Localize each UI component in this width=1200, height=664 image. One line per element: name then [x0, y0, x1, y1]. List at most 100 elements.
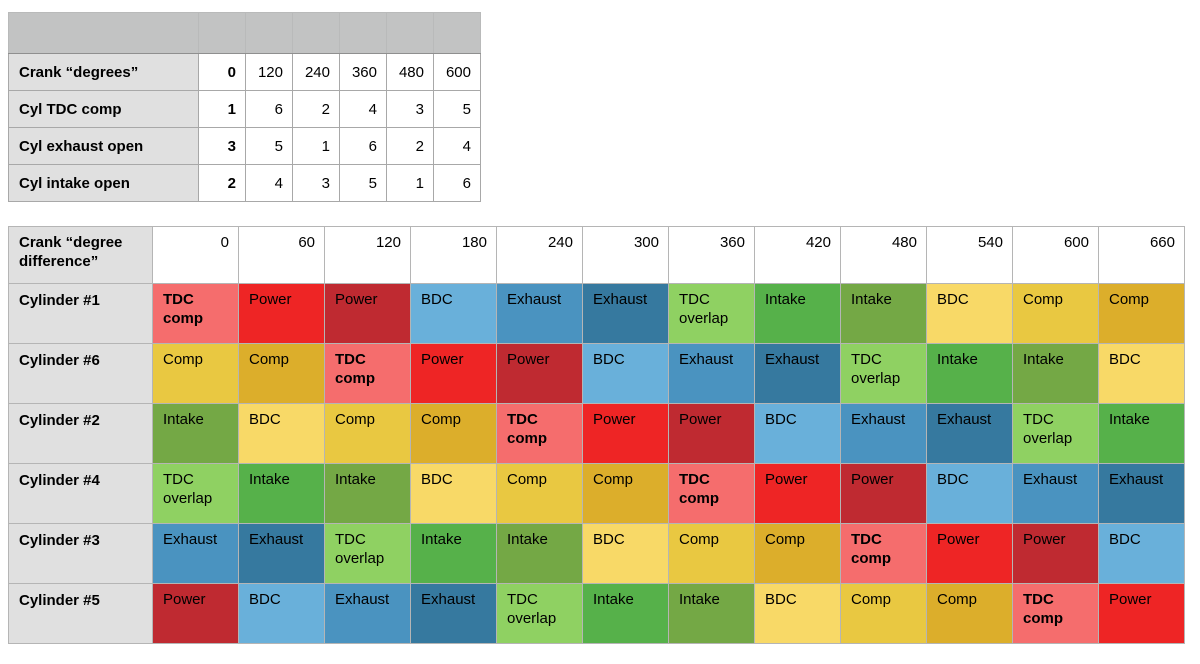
phase-cell: Intake — [1012, 343, 1099, 404]
phase-cell: Intake — [926, 343, 1013, 404]
value-cell: 6 — [433, 164, 481, 202]
phase-cell: Exhaust — [668, 343, 755, 404]
phase-cell: Intake — [496, 523, 583, 584]
header-band-cell — [339, 12, 387, 54]
phase-cell: Comp — [1012, 283, 1099, 344]
degree-column-header: 420 — [754, 226, 841, 284]
phase-cell: BDC — [1098, 523, 1185, 584]
header-band-cell — [245, 12, 293, 54]
top-table-header-band — [8, 12, 481, 54]
header-band-cell — [386, 12, 434, 54]
phase-cell: Comp — [754, 523, 841, 584]
value-cell: 480 — [386, 53, 434, 91]
phase-cell: Comp — [582, 463, 669, 524]
value-cell: 120 — [245, 53, 293, 91]
cylinder-label-cell: Cylinder #1 — [8, 283, 153, 344]
phase-cell: TDC overlap — [324, 523, 411, 584]
cylinder-row: Cylinder #5 Power BDC Exhaust Exhaust TDC ove… — [8, 583, 1185, 644]
phase-cell: BDC — [754, 583, 841, 644]
value-cell: 4 — [245, 164, 293, 202]
phase-cell: Comp — [668, 523, 755, 584]
phase-cell: Power — [238, 283, 325, 344]
phase-cell: TDC comp — [668, 463, 755, 524]
phase-cell: TDC overlap — [152, 463, 239, 524]
phase-cell: TDC overlap — [1012, 403, 1099, 464]
phase-cell: TDC overlap — [840, 343, 927, 404]
phase-cell: Exhaust — [238, 523, 325, 584]
value-cell: 6 — [339, 127, 387, 165]
phase-cell: Intake — [754, 283, 841, 344]
degree-column-header: 120 — [324, 226, 411, 284]
degree-column-header: 180 — [410, 226, 497, 284]
phase-cell: BDC — [754, 403, 841, 464]
phase-cell: Intake — [582, 583, 669, 644]
phase-cell: Exhaust — [152, 523, 239, 584]
phase-cell: Comp — [152, 343, 239, 404]
phase-cell: TDC comp — [496, 403, 583, 464]
phase-cell: Power — [754, 463, 841, 524]
phase-cell: BDC — [238, 583, 325, 644]
value-cell: 5 — [433, 90, 481, 128]
value-cell: 2 — [198, 164, 246, 202]
phase-cell: TDC overlap — [496, 583, 583, 644]
top-table-row: Crank “degrees” 0 120 240 360 480 600 — [8, 53, 481, 91]
value-cell: 0 — [198, 53, 246, 91]
phase-cell: Intake — [152, 403, 239, 464]
degree-column-header: 480 — [840, 226, 927, 284]
phase-cell: Power — [926, 523, 1013, 584]
cylinder-row: Cylinder #4 TDC overlap Intake Intake BDC Com… — [8, 463, 1185, 524]
phase-cell: Power — [410, 343, 497, 404]
cylinder-row: Cylinder #6 Comp Comp TDC comp Power Power BDC… — [8, 343, 1185, 404]
phase-cell: Exhaust — [1098, 463, 1185, 524]
phase-cell: Power — [1098, 583, 1185, 644]
value-cell: 5 — [339, 164, 387, 202]
phase-cell: BDC — [582, 343, 669, 404]
row-label-cell: Cyl TDC comp — [8, 90, 199, 128]
phase-cell: BDC — [926, 283, 1013, 344]
value-cell: 4 — [339, 90, 387, 128]
top-table-row: Cyl intake open 2 4 3 5 1 6 — [8, 164, 481, 202]
row-label-cell: Cyl exhaust open — [8, 127, 199, 165]
value-cell: 3 — [198, 127, 246, 165]
row-label-cell: Crank “degrees” — [8, 53, 199, 91]
value-cell: 6 — [245, 90, 293, 128]
phase-cell: Comp — [410, 403, 497, 464]
cylinder-row: Cylinder #2 Intake BDC Comp Comp TDC comp Powe… — [8, 403, 1185, 464]
degree-column-header: 660 — [1098, 226, 1185, 284]
phase-cell: Power — [840, 463, 927, 524]
value-cell: 2 — [386, 127, 434, 165]
cylinder-label-cell: Cylinder #4 — [8, 463, 153, 524]
cylinder-label-cell: Cylinder #3 — [8, 523, 153, 584]
top-table-row: Cyl TDC comp 1 6 2 4 3 5 — [8, 90, 481, 128]
value-cell: 240 — [292, 53, 340, 91]
phase-cell: TDC comp — [152, 283, 239, 344]
phase-cell: Intake — [668, 583, 755, 644]
phase-cell: BDC — [1098, 343, 1185, 404]
cylinder-label-cell: Cylinder #2 — [8, 403, 153, 464]
phase-cell: Exhaust — [840, 403, 927, 464]
phase-cell: Intake — [324, 463, 411, 524]
phase-cell: Exhaust — [324, 583, 411, 644]
cylinder-label-cell: Cylinder #5 — [8, 583, 153, 644]
value-cell: 5 — [245, 127, 293, 165]
degree-column-header: 300 — [582, 226, 669, 284]
phase-cell: Power — [668, 403, 755, 464]
corner-header-cell: Crank “degree difference” — [8, 226, 153, 284]
header-band-cell — [292, 12, 340, 54]
phase-cell: BDC — [582, 523, 669, 584]
header-band-cell — [8, 12, 199, 54]
phase-cell: Comp — [1098, 283, 1185, 344]
degree-column-header: 360 — [668, 226, 755, 284]
value-cell: 1 — [386, 164, 434, 202]
value-cell: 3 — [292, 164, 340, 202]
phase-cell: Intake — [410, 523, 497, 584]
phase-cell: BDC — [238, 403, 325, 464]
phase-cell: TDC comp — [324, 343, 411, 404]
phase-cell: TDC comp — [840, 523, 927, 584]
value-cell: 1 — [198, 90, 246, 128]
degree-column-header: 600 — [1012, 226, 1099, 284]
phase-cell: Exhaust — [582, 283, 669, 344]
value-cell: 600 — [433, 53, 481, 91]
phase-cell: Comp — [324, 403, 411, 464]
